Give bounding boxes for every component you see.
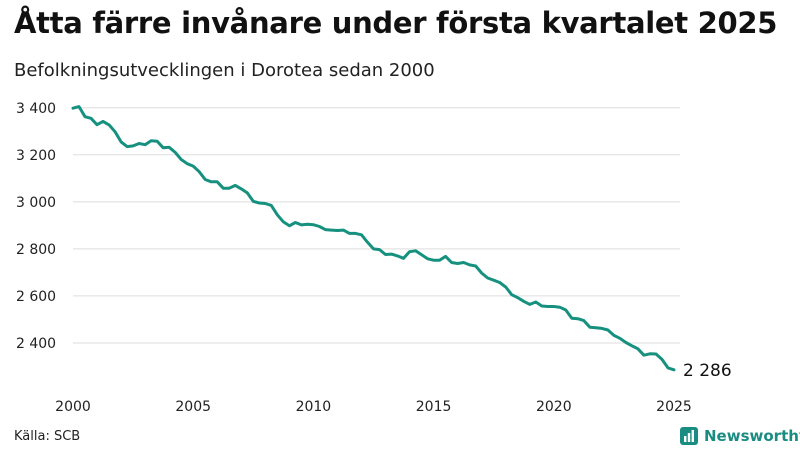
chart-subtitle: Befolkningsutvecklingen i Dorotea sedan … [14,60,435,81]
chart-title: Åtta färre invånare under första kvartal… [14,6,778,40]
y-tick-label: 2 600 [16,289,56,305]
y-tick-label: 2 800 [16,242,56,258]
y-tick-label: 2 400 [16,336,56,352]
bar-chart-icon [680,427,698,445]
y-tick-label: 3 000 [16,195,56,211]
y-axis-ticks: 2 400 2 600 2 800 3 000 3 200 3 400 [16,101,56,352]
x-tick-label: 2020 [536,399,572,415]
x-tick-label: 2025 [656,399,692,415]
x-tick-label: 2000 [55,399,91,415]
y-tick-label: 3 400 [16,101,56,117]
gridlines [73,107,680,344]
y-tick-label: 3 200 [16,148,56,164]
population-series-line [71,105,676,372]
x-axis-ticks: 2000 2005 2010 2015 2020 2025 [55,399,692,415]
source-credit: Källa: SCB [14,429,81,444]
brand-name: Newsworthy [704,427,800,445]
brand-logo[interactable]: Newsworthy [680,427,800,445]
x-tick-label: 2015 [416,399,452,415]
series-layer [71,105,676,372]
end-value-label: 2 286 [683,361,732,381]
x-tick-label: 2005 [175,399,211,415]
x-tick-label: 2010 [296,399,332,415]
